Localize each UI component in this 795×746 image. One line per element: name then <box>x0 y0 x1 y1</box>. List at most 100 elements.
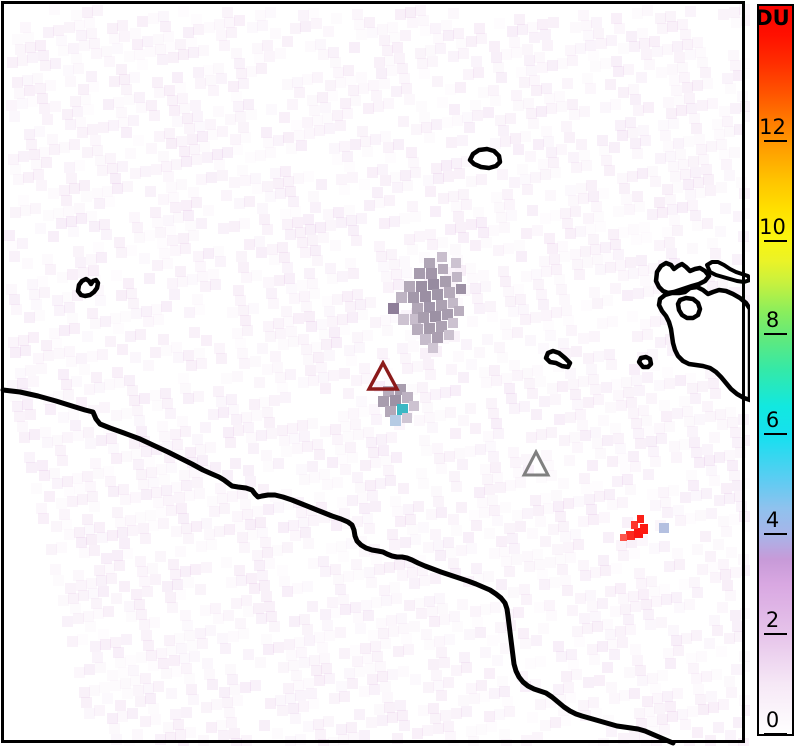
satellite-pixel <box>25 365 37 377</box>
satellite-pixel <box>444 450 456 462</box>
satellite-pixel <box>141 446 153 458</box>
satellite-pixel <box>537 159 549 171</box>
satellite-pixel <box>375 477 387 489</box>
satellite-pixel <box>676 61 688 73</box>
satellite-pixel <box>611 12 623 24</box>
satellite-pixel <box>541 449 553 461</box>
satellite-pixel <box>640 415 652 427</box>
satellite-pixel <box>631 191 643 203</box>
satellite-pixel <box>484 301 496 313</box>
satellite-pixel <box>399 536 411 548</box>
satellite-pixel <box>332 110 344 122</box>
satellite-pixel <box>323 716 335 728</box>
satellite-pixel <box>125 288 137 300</box>
satellite-pixel <box>412 361 424 373</box>
satellite-pixel <box>280 488 292 500</box>
satellite-pixel <box>458 188 470 200</box>
satellite-pixel <box>577 559 589 571</box>
satellite-pixel <box>608 229 620 241</box>
satellite-pixel <box>81 697 93 709</box>
satellite-pixel <box>498 545 510 557</box>
satellite-pixel <box>144 46 156 58</box>
satellite-pixel <box>591 297 603 309</box>
satellite-pixel <box>570 345 582 357</box>
satellite-pixel <box>228 727 240 739</box>
satellite-pixel <box>29 429 41 441</box>
satellite-pixel <box>543 599 555 611</box>
satellite-pixel <box>288 616 300 628</box>
satellite-pixel <box>370 640 382 652</box>
satellite-pixel <box>159 431 171 443</box>
satellite-pixel <box>621 193 633 205</box>
satellite-pixel <box>479 647 491 659</box>
satellite-pixel <box>261 547 273 559</box>
satellite-pixel <box>617 269 629 281</box>
satellite-pixel <box>539 396 551 408</box>
satellite-pixel <box>378 77 390 89</box>
satellite-pixel <box>21 75 33 87</box>
satellite-pixel <box>238 78 250 90</box>
satellite-pixel <box>641 5 653 17</box>
satellite-pixel <box>533 278 545 290</box>
satellite-pixel <box>382 691 394 703</box>
satellite-pixel <box>671 591 683 603</box>
satellite-pixel <box>161 257 173 269</box>
satellite-pixel <box>653 423 665 435</box>
satellite-pixel <box>530 311 542 323</box>
satellite-pixel <box>510 90 522 102</box>
satellite-pixel <box>154 550 166 562</box>
satellite-pixel <box>457 598 469 610</box>
so2-data-pixel <box>424 258 435 268</box>
satellite-pixel <box>631 331 643 343</box>
satellite-pixel <box>298 290 310 302</box>
satellite-pixel <box>654 703 666 715</box>
satellite-pixel <box>226 393 238 405</box>
satellite-pixel <box>487 84 499 96</box>
satellite-pixel <box>729 470 741 482</box>
satellite-pixel <box>128 438 140 450</box>
satellite-pixel <box>346 538 358 550</box>
satellite-pixel <box>664 194 676 206</box>
satellite-pixel <box>733 210 745 222</box>
satellite-pixel <box>341 151 353 163</box>
satellite-pixel <box>196 174 208 186</box>
satellite-pixel <box>192 250 204 262</box>
satellite-pixel <box>561 121 573 133</box>
satellite-pixel <box>378 217 390 229</box>
satellite-pixel <box>627 127 639 139</box>
satellite-pixel <box>50 57 62 69</box>
satellite-pixel <box>570 669 582 681</box>
satellite-pixel <box>460 705 472 717</box>
satellite-pixel <box>322 619 334 631</box>
satellite-pixel <box>91 4 103 16</box>
satellite-pixel <box>385 615 397 627</box>
satellite-pixel <box>671 41 683 53</box>
satellite-pixel <box>672 548 684 560</box>
colorbar-tick-label-2: 2 <box>765 608 780 632</box>
satellite-pixel <box>368 80 380 92</box>
satellite-pixel <box>672 505 684 517</box>
satellite-pixel <box>412 727 424 739</box>
satellite-pixel <box>208 408 220 420</box>
satellite-pixel <box>583 353 595 365</box>
satellite-pixel <box>179 609 191 621</box>
satellite-pixel <box>282 682 294 694</box>
satellite-pixel <box>140 489 152 501</box>
satellite-pixel <box>282 35 294 47</box>
satellite-pixel <box>227 490 239 502</box>
satellite-pixel <box>409 534 421 546</box>
satellite-pixel <box>437 193 449 205</box>
satellite-pixel <box>307 234 319 246</box>
satellite-pixel <box>315 178 327 190</box>
satellite-pixel <box>579 106 591 118</box>
satellite-pixel <box>471 519 483 531</box>
island-north-elongated <box>467 146 503 171</box>
satellite-pixel <box>72 246 84 258</box>
satellite-pixel <box>632 104 644 116</box>
satellite-pixel <box>481 334 493 346</box>
satellite-pixel <box>219 643 231 655</box>
satellite-pixel <box>740 704 750 716</box>
satellite-pixel <box>444 634 456 646</box>
satellite-pixel <box>151 303 163 315</box>
satellite-pixel <box>226 717 238 729</box>
